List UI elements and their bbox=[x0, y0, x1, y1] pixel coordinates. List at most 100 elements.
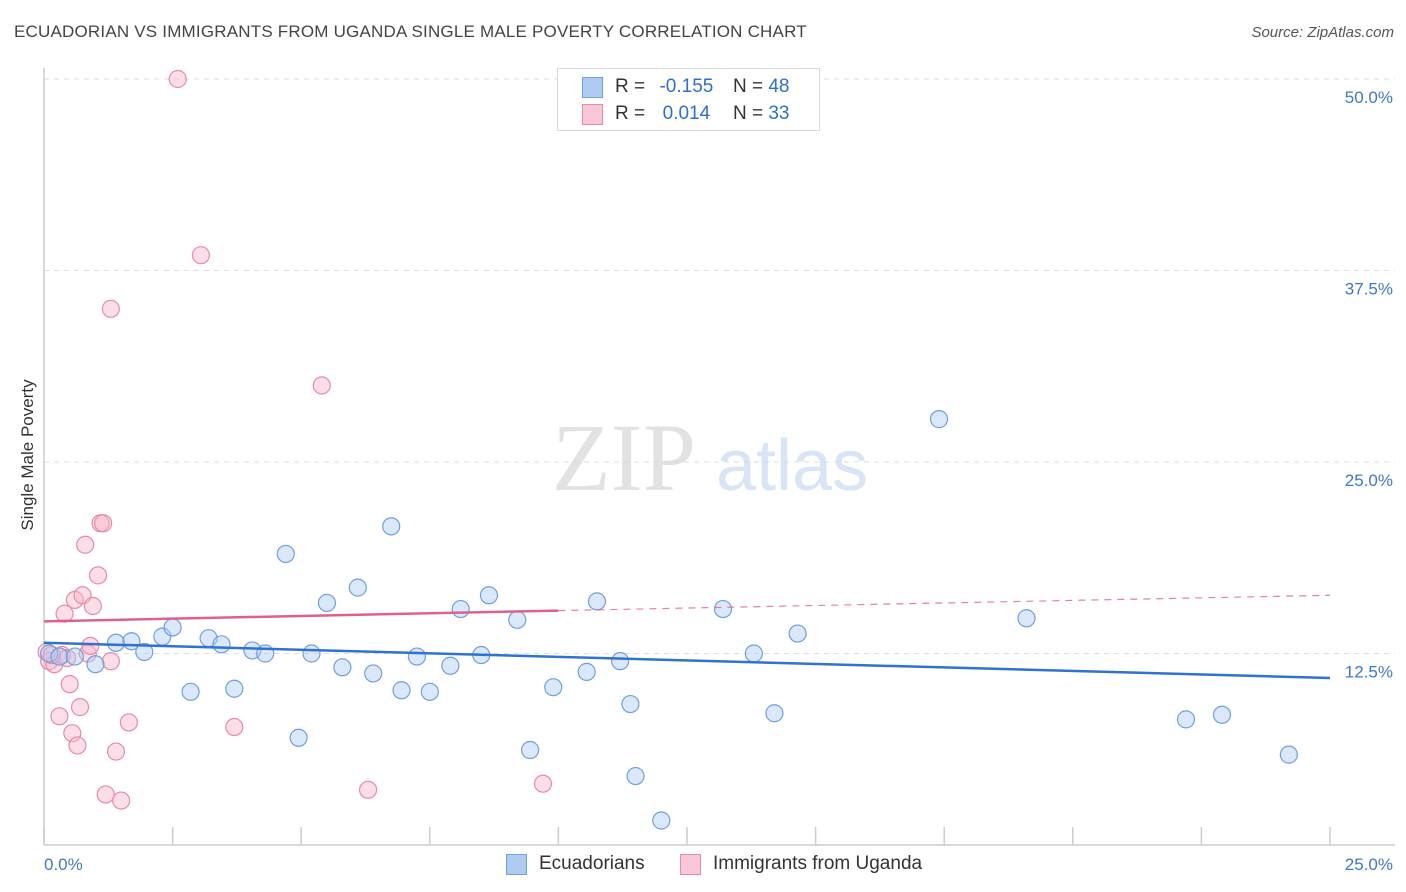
ecuadorian-point bbox=[420, 682, 439, 701]
ecuadorian-point bbox=[621, 694, 640, 714]
ecuadorian-point bbox=[744, 644, 763, 663]
y-tick-label: 25.0% bbox=[1345, 471, 1393, 490]
ecuadorian-point bbox=[302, 644, 321, 663]
ecuadorian-point bbox=[181, 682, 200, 701]
uganda-point bbox=[83, 596, 102, 616]
ecuadorian-point bbox=[135, 642, 154, 662]
bottom-legend-label: Immigrants from Uganda bbox=[713, 853, 923, 874]
uganda-point bbox=[119, 713, 138, 732]
uganda-point bbox=[358, 780, 378, 799]
ecuadorian-point bbox=[441, 656, 460, 675]
uganda-point bbox=[58, 648, 77, 668]
legend-swatch-blue bbox=[582, 76, 603, 98]
ecuadorian-point bbox=[587, 592, 607, 611]
bottom-legend-label: Ecuadorians bbox=[539, 853, 645, 874]
ecuadorian-point bbox=[333, 658, 352, 677]
uganda-point bbox=[94, 514, 113, 533]
ecuadorian-point bbox=[611, 652, 630, 671]
tick-labels: 12.5% 25.0% 37.5% 50.0% 0.0% 25.0% bbox=[44, 88, 1393, 874]
x-tick-label: 25.0% bbox=[1345, 855, 1393, 874]
ecuadorian-point bbox=[382, 517, 401, 536]
uganda-point bbox=[88, 566, 108, 585]
bottom-legend-uganda: Immigrants from Uganda bbox=[680, 852, 922, 876]
ecuadorian-point bbox=[508, 610, 527, 629]
uganda-point bbox=[191, 246, 210, 265]
uganda-point bbox=[50, 707, 69, 726]
uganda-point bbox=[70, 698, 90, 717]
ecuadorian-point bbox=[544, 678, 563, 697]
uganda-point bbox=[55, 604, 74, 623]
x-tick-label: 0.0% bbox=[44, 855, 83, 874]
legend-row-uganda: R = 0.014 N = 33 bbox=[582, 102, 789, 126]
uganda-points bbox=[37, 69, 553, 810]
ecuadorian-point bbox=[577, 662, 596, 681]
bottom-legend-ecuadorians: Ecuadorians bbox=[506, 852, 645, 876]
ecuadorian-point bbox=[929, 410, 949, 429]
ecuadorian-point bbox=[212, 635, 231, 654]
bottom-legend-swatch-pink bbox=[680, 853, 701, 875]
uganda-point bbox=[101, 652, 120, 671]
ecuadorian-point bbox=[163, 618, 182, 637]
ecuadorian-point bbox=[289, 728, 308, 747]
watermark-zip: ZIP bbox=[552, 404, 696, 511]
uganda-trend-line-extension bbox=[558, 594, 1331, 612]
uganda-point bbox=[312, 376, 331, 395]
legend-row-ecuadorians: R = -0.155 N = 48 bbox=[582, 75, 789, 99]
bottom-legend-swatch-blue bbox=[506, 853, 527, 875]
ecuadorian-point bbox=[1017, 609, 1036, 628]
ecuadorian-point bbox=[364, 664, 383, 683]
ecuadorian-point bbox=[407, 647, 427, 666]
legend-n-value: 33 bbox=[768, 103, 790, 124]
legend-n-label: N = bbox=[732, 103, 764, 124]
ecuadorian-point bbox=[479, 586, 499, 605]
ecuadorian-point bbox=[86, 655, 105, 674]
legend-r-label: R = bbox=[615, 76, 646, 97]
uganda-point bbox=[81, 636, 100, 655]
ecuadorian-point bbox=[317, 593, 337, 613]
trend-lines bbox=[43, 594, 1331, 680]
uganda-point bbox=[225, 717, 244, 737]
uganda-point bbox=[76, 535, 95, 554]
ecuadorian-point bbox=[652, 811, 671, 830]
legend-n-label: N = bbox=[732, 76, 764, 97]
ecuadorian-point bbox=[50, 647, 69, 666]
ecuadorian-point bbox=[106, 633, 126, 652]
y-tick-label: 50.0% bbox=[1345, 88, 1393, 107]
chart-title: ECUADORIAN VS IMMIGRANTS FROM UGANDA SIN… bbox=[14, 22, 807, 41]
uganda-point bbox=[112, 791, 131, 810]
uganda-point bbox=[96, 785, 115, 804]
legend-n-value: 48 bbox=[768, 76, 790, 97]
ecuadorian-point bbox=[40, 644, 59, 663]
correlation-legend: R = -0.155 N = 48 R = 0.014 N = 33 bbox=[557, 68, 820, 131]
legend-r-label: R = bbox=[615, 103, 646, 124]
ecuadorian-point bbox=[276, 544, 295, 564]
ecuadorian-point bbox=[626, 766, 645, 786]
legend-swatch-pink bbox=[582, 103, 603, 125]
uganda-trend-line bbox=[43, 609, 559, 623]
ecuadorian-point bbox=[1279, 745, 1298, 764]
watermark: ZIP atlas bbox=[552, 404, 868, 511]
ecuadorian-point bbox=[788, 624, 807, 643]
ecuadorian-point bbox=[451, 599, 470, 619]
ecuadorian-points bbox=[40, 410, 1298, 830]
ecuadorian-trend-line bbox=[43, 641, 1331, 680]
ecuadorian-point bbox=[765, 704, 784, 723]
ecuadorian-point bbox=[1212, 705, 1232, 724]
gridlines bbox=[44, 78, 1395, 654]
y-tick-label: 37.5% bbox=[1345, 280, 1393, 299]
ecuadorian-point bbox=[225, 679, 244, 698]
ecuadorian-point bbox=[1176, 710, 1196, 729]
chart-source: Source: ZipAtlas.com bbox=[1251, 24, 1394, 41]
legend-r-value: 0.014 bbox=[662, 103, 711, 124]
watermark-atlas: atlas bbox=[716, 426, 868, 506]
ecuadorian-point bbox=[348, 578, 367, 597]
axes bbox=[43, 68, 1395, 846]
y-tick-label: 12.5% bbox=[1345, 663, 1393, 682]
legend-r-value: -0.155 bbox=[659, 76, 714, 97]
ecuadorian-point bbox=[713, 599, 733, 619]
uganda-point bbox=[60, 675, 79, 694]
uganda-point bbox=[168, 69, 187, 89]
ecuadorian-point bbox=[392, 681, 411, 700]
ecuadorian-point bbox=[521, 740, 540, 760]
